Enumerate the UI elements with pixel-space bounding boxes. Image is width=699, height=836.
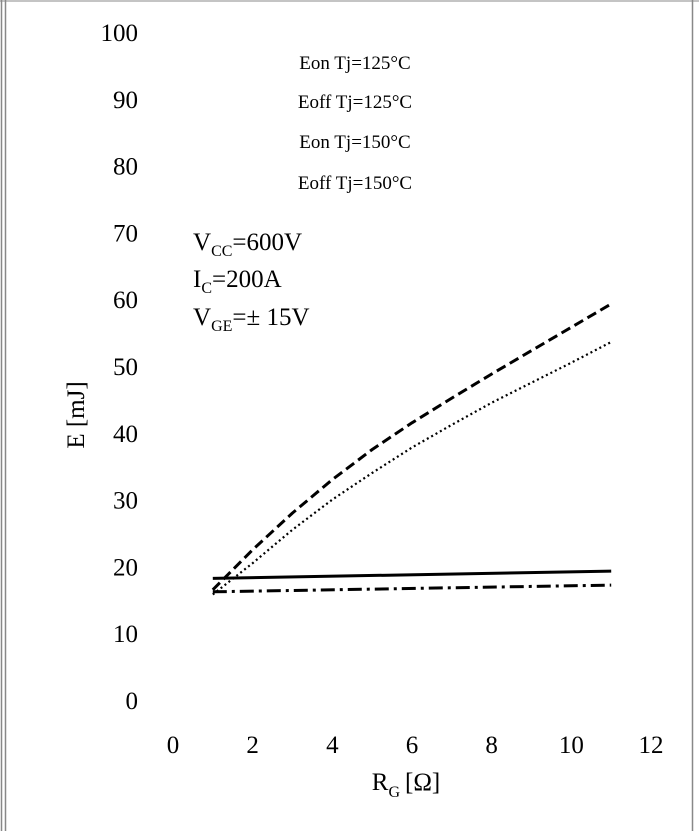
condition-sub: C <box>201 280 212 297</box>
condition-main: I <box>193 266 201 293</box>
x-tick-label: 2 <box>246 732 259 759</box>
y-axis-title: E [mJ] <box>63 381 90 448</box>
x-tick-label: 0 <box>167 732 180 759</box>
y-tick-label: 20 <box>113 554 138 581</box>
y-tick-labels: 0 10 20 30 40 50 60 70 80 90 100 <box>101 20 139 715</box>
legend-entry: Eon Tj=125°C <box>299 53 410 74</box>
condition-main: V <box>193 229 211 256</box>
x-tick-label: 10 <box>559 732 584 759</box>
condition-main: V <box>193 304 211 331</box>
y-tick-label: 80 <box>113 154 138 181</box>
legend: Eon Tj=125°C Eoff Tj=125°C Eon Tj=150°C Eof… <box>298 53 412 194</box>
y-tick-label: 60 <box>113 287 138 314</box>
legend-entry: Eoff Tj=150°C <box>298 173 412 194</box>
y-tick-label: 90 <box>113 87 138 114</box>
x-axis-title-main: R <box>372 769 389 796</box>
series-line <box>212 569 612 580</box>
y-tick-label: 10 <box>113 621 138 648</box>
series-line <box>211 302 612 591</box>
y-tick-label: 0 <box>126 688 139 715</box>
condition-line: VGE=± 15V <box>193 304 310 335</box>
condition-line: VCC=600V <box>193 229 302 260</box>
condition-sub: GE <box>211 318 232 335</box>
condition-value: =600V <box>232 229 302 256</box>
condition-value: =± 15V <box>232 304 309 331</box>
series-layer <box>211 302 612 596</box>
y-tick-label: 100 <box>101 20 139 47</box>
x-tick-label: 6 <box>406 732 419 759</box>
series-line <box>212 583 612 594</box>
legend-entry: Eon Tj=150°C <box>299 132 410 153</box>
x-tick-label: 8 <box>485 732 498 759</box>
x-tick-labels: 0 2 4 6 8 10 12 <box>167 732 664 759</box>
legend-entry: Eoff Tj=125°C <box>298 92 412 113</box>
y-tick-label: 50 <box>113 354 138 381</box>
x-tick-label: 4 <box>326 732 339 759</box>
x-axis-title: RG [Ω] <box>372 769 440 801</box>
y-tick-label: 30 <box>113 488 138 515</box>
condition-sub: CC <box>211 243 232 260</box>
series-line <box>212 341 612 596</box>
x-axis-title-sub: G <box>388 784 400 801</box>
x-tick-label: 12 <box>639 732 664 759</box>
condition-line: IC=200A <box>193 266 282 297</box>
y-tick-label: 40 <box>113 421 138 448</box>
y-tick-label: 70 <box>113 220 138 247</box>
condition-value: =200A <box>212 266 282 293</box>
x-axis-title-unit: [Ω] <box>405 769 440 796</box>
